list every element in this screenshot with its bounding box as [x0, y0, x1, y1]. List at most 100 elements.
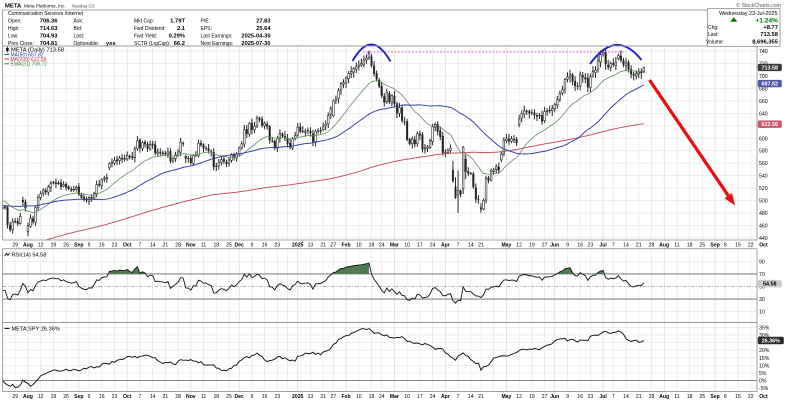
svg-text:7: 7: [457, 394, 460, 400]
svg-text:23: 23: [588, 242, 594, 248]
svg-text:Open:: Open:: [8, 19, 22, 25]
svg-text:+8.77: +8.77: [763, 25, 778, 31]
svg-text:Dec: Dec: [235, 394, 245, 400]
svg-text:23: 23: [112, 394, 118, 400]
svg-text:Last:: Last:: [74, 34, 85, 40]
svg-text:Oct: Oct: [759, 394, 768, 400]
svg-text:2025: 2025: [292, 242, 303, 248]
svg-text:7: 7: [612, 394, 615, 400]
svg-text:Nov: Nov: [186, 394, 196, 400]
svg-text:600: 600: [759, 136, 768, 142]
svg-text:0%: 0%: [759, 379, 767, 385]
svg-text:29: 29: [12, 242, 18, 248]
svg-text:21: 21: [320, 394, 326, 400]
svg-text:P/E:: P/E:: [201, 19, 210, 25]
svg-text:8: 8: [724, 242, 727, 248]
svg-text:Jul: Jul: [599, 394, 607, 400]
svg-text:19: 19: [51, 242, 57, 248]
svg-text:10: 10: [356, 242, 362, 248]
svg-text:20%: 20%: [759, 348, 770, 354]
svg-text:Meta Platforms, Inc.: Meta Platforms, Inc.: [24, 3, 66, 8]
svg-text:7: 7: [457, 242, 460, 248]
svg-text:28: 28: [649, 242, 655, 248]
svg-text:14: 14: [468, 394, 474, 400]
svg-text:16: 16: [262, 242, 268, 248]
svg-text:Apr: Apr: [441, 242, 450, 248]
svg-text:Nov: Nov: [186, 242, 196, 248]
svg-text:Communication Services /Intern: Communication Services /Internet: [8, 11, 84, 17]
svg-text:yes: yes: [106, 41, 116, 47]
svg-text:16: 16: [99, 394, 105, 400]
svg-text:15: 15: [735, 242, 741, 248]
svg-text:16: 16: [99, 242, 105, 248]
svg-text:Mar: Mar: [390, 242, 399, 248]
svg-text:META:SPY 26.36%: META:SPY 26.36%: [12, 327, 60, 333]
svg-text:22: 22: [748, 394, 754, 400]
svg-text:21: 21: [163, 242, 169, 248]
svg-text:Feb: Feb: [342, 242, 351, 248]
svg-text:740: 740: [759, 49, 768, 55]
svg-text:11: 11: [674, 242, 679, 248]
svg-text:9: 9: [88, 394, 91, 400]
svg-text:25: 25: [226, 242, 232, 248]
svg-text:Last Earnings:: Last Earnings:: [201, 34, 233, 40]
svg-text:Feb: Feb: [342, 394, 351, 400]
svg-text:0.29%: 0.29%: [169, 34, 185, 40]
svg-text:Next Earnings:: Next Earnings:: [201, 41, 234, 47]
svg-text:© StockCharts.com: © StockCharts.com: [736, 2, 781, 9]
svg-text:28: 28: [175, 394, 181, 400]
svg-text:25: 25: [700, 242, 706, 248]
svg-text:540: 540: [759, 174, 768, 180]
svg-text:RSI(14) 54.58: RSI(14) 54.58: [12, 253, 47, 259]
svg-text:Oct: Oct: [123, 242, 132, 248]
svg-text:Jun: Jun: [550, 242, 559, 248]
svg-text:460: 460: [759, 224, 768, 230]
svg-text:35%: 35%: [759, 325, 770, 331]
svg-text:480: 480: [759, 211, 768, 217]
svg-text:14: 14: [150, 242, 156, 248]
svg-text:Fwd Dividend:: Fwd Dividend:: [134, 26, 166, 32]
svg-text:29: 29: [12, 394, 18, 400]
svg-text:Chg:: Chg:: [708, 25, 719, 31]
svg-text:66.2: 66.2: [174, 41, 185, 47]
svg-text:Ask:: Ask:: [74, 19, 84, 25]
svg-text:Mar: Mar: [390, 394, 399, 400]
svg-text:10: 10: [404, 394, 410, 400]
svg-text:9: 9: [250, 394, 253, 400]
svg-text:8: 8: [724, 394, 727, 400]
svg-text:700: 700: [759, 74, 768, 80]
svg-text:Bid:: Bid:: [74, 26, 83, 32]
svg-text:440: 440: [759, 236, 768, 242]
svg-text:23: 23: [588, 394, 594, 400]
svg-text:21: 21: [163, 394, 169, 400]
svg-text:Sep: Sep: [710, 242, 719, 248]
svg-text:580: 580: [759, 149, 768, 155]
svg-text:MA(200) 622.56: MA(200) 622.56: [11, 57, 47, 63]
svg-text:17: 17: [417, 394, 423, 400]
svg-text:EMA(21) 708.72: EMA(21) 708.72: [11, 62, 48, 68]
svg-text:22: 22: [748, 242, 754, 248]
svg-text:High:: High:: [8, 26, 20, 32]
svg-text:7: 7: [612, 242, 615, 248]
svg-text:23: 23: [275, 394, 281, 400]
svg-text:680: 680: [759, 86, 768, 92]
svg-text:704.81: 704.81: [40, 41, 59, 47]
svg-text:9: 9: [566, 394, 569, 400]
svg-text:8,696,355: 8,696,355: [752, 39, 779, 45]
svg-text:24: 24: [430, 394, 436, 400]
svg-text:16: 16: [577, 394, 583, 400]
svg-text:Dec: Dec: [235, 242, 245, 248]
svg-text:5%: 5%: [759, 371, 767, 377]
svg-text:90: 90: [759, 259, 765, 265]
svg-text:23: 23: [112, 242, 118, 248]
svg-text:23: 23: [275, 242, 281, 248]
svg-text:21: 21: [478, 394, 484, 400]
svg-text:17: 17: [417, 242, 423, 248]
svg-text:704.93: 704.93: [40, 34, 59, 40]
svg-text:May: May: [501, 242, 511, 248]
svg-text:18: 18: [369, 242, 375, 248]
svg-text:Prev Close:: Prev Close:: [8, 41, 34, 47]
svg-text:27: 27: [331, 394, 337, 400]
svg-text:META: META: [5, 3, 22, 9]
svg-text:SCTR (LrgCap):: SCTR (LrgCap):: [134, 41, 170, 47]
